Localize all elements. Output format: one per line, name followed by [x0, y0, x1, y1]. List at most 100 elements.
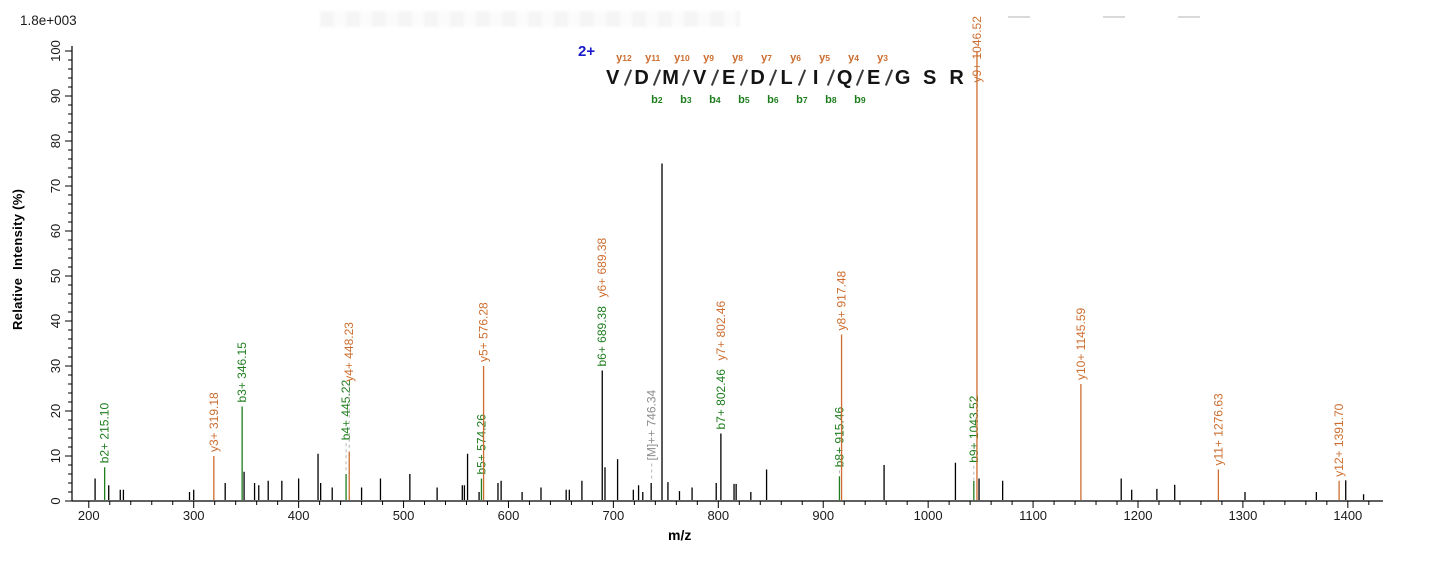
y-tick-label: 60	[48, 224, 63, 238]
x-tick-label: 1300	[1228, 508, 1257, 523]
precursor-charge-label: 2+	[578, 43, 596, 60]
cleavage-site: y9 b4	[703, 52, 720, 106]
y-tick-label: 0	[48, 497, 63, 504]
cleavage-site: y8 b5	[732, 52, 749, 106]
residue-G: G	[894, 67, 911, 89]
residue-V: V	[605, 67, 620, 89]
residue-I: I	[812, 67, 819, 89]
b-ion-label: b2	[651, 94, 663, 106]
b-ion-label: b3	[680, 94, 692, 106]
peak-label: y4+ 448.23	[342, 322, 356, 382]
residue-V: V	[692, 67, 707, 89]
x-tick-label: 800	[707, 508, 729, 523]
cleavage-slash-icon	[652, 69, 661, 86]
x-tick-label: 900	[812, 508, 834, 523]
cleavage-site: y6 b7	[790, 52, 807, 106]
y-ion-label: y12	[616, 52, 632, 64]
cleavage-site: y12	[616, 52, 632, 90]
x-tick-label: 1200	[1124, 508, 1153, 523]
x-axis-title: m/z	[668, 527, 692, 543]
x-tick-label: 1000	[914, 508, 943, 523]
y-ion-label: y8	[732, 52, 743, 64]
peak-label: b7+ 802.46	[714, 369, 728, 430]
peak-label: y9+ 1046.52	[970, 16, 984, 83]
cleavage-site: y3	[877, 52, 893, 90]
y-tick-label: 70	[48, 179, 63, 193]
x-tick-label: 600	[498, 508, 520, 523]
peak-label: y8+ 917.48	[835, 270, 849, 330]
peak-label: b2+ 215.10	[98, 403, 112, 464]
b-ion-label: b8	[825, 94, 837, 106]
watermark-dash	[1103, 16, 1125, 18]
residue-D: D	[634, 67, 649, 89]
y-tick-label: 10	[48, 449, 63, 463]
peak-label: y3+ 319.18	[207, 392, 221, 452]
y-tick-label: 40	[48, 314, 63, 328]
peak-label-secondary: y6+ 689.38	[595, 237, 609, 297]
cleavage-slash-icon	[681, 69, 690, 86]
x-tick-label: 500	[393, 508, 415, 523]
y-tick-label: 100	[48, 40, 63, 62]
y-ion-label: y10	[674, 52, 690, 64]
y-tick-label: 20	[48, 404, 63, 418]
y-ion-label: y11	[645, 52, 661, 64]
cleavage-slash-icon	[855, 69, 864, 86]
cleavage-slash-icon	[826, 69, 835, 86]
residue-Q: Q	[836, 67, 853, 89]
peak-label: b6+ 689.38	[595, 306, 609, 367]
y-ion-label: y4	[848, 52, 859, 64]
cleavage-site: y7 b6	[761, 52, 778, 106]
watermark-dash	[1178, 16, 1200, 18]
watermark-dash	[1008, 16, 1030, 18]
peak-label: b4+ 445.22	[339, 380, 353, 441]
watermark-smudge	[320, 11, 740, 27]
b-ion-label: b9	[854, 94, 866, 106]
peak-label: y12+ 1391.70	[1332, 403, 1346, 476]
b-ion-label: b4	[709, 94, 721, 106]
x-tick-label: 200	[78, 508, 100, 523]
y-ion-label: y6	[790, 52, 801, 64]
cleavage-slash-icon	[739, 69, 748, 86]
b-ion-label: b7	[796, 94, 808, 106]
cleavage-site: y5 b8	[819, 52, 836, 106]
y-ion-label: y9	[703, 52, 714, 64]
peak-label-secondary: y7+ 802.46	[714, 300, 728, 360]
residue-D: D	[750, 67, 765, 89]
residue-M: M	[662, 67, 679, 89]
y-ion-label: y5	[819, 52, 830, 64]
x-tick-label: 1100	[1019, 508, 1047, 523]
residue-L: L	[780, 67, 793, 89]
peak-label: b8+ 915.46	[832, 407, 846, 468]
base-peak-intensity-label: 1.8e+003	[20, 13, 77, 28]
cleavage-slash-icon	[710, 69, 719, 86]
cleavage-slash-icon	[884, 69, 893, 86]
b-ion-label: b6	[767, 94, 779, 106]
peak-label: y5+ 576.28	[477, 302, 491, 362]
x-tick-label: 300	[183, 508, 205, 523]
y-tick-label: 30	[48, 359, 63, 373]
cleavage-slash-icon	[623, 69, 632, 86]
peak-label: y10+ 1145.59	[1074, 307, 1088, 380]
y-ion-label: y3	[877, 52, 888, 64]
cleavage-site: y10 b3	[674, 52, 691, 106]
residue-E: E	[721, 67, 736, 89]
y-tick-label: 50	[48, 269, 63, 283]
b-ion-label: b5	[738, 94, 750, 106]
x-tick-label: 1400	[1333, 508, 1362, 523]
cleavage-site: y4 b9	[848, 52, 865, 106]
y-tick-label: 80	[48, 134, 63, 148]
residue-E: E	[866, 67, 881, 89]
x-tick-label: 700	[603, 508, 625, 523]
residue-R: R	[949, 67, 964, 89]
x-tick-label: 400	[288, 508, 310, 523]
y-ion-label: y7	[761, 52, 772, 64]
cleavage-site: y11 b2	[645, 52, 662, 106]
cleavage-slash-icon	[768, 69, 777, 86]
cleavage-slash-icon	[797, 69, 806, 86]
y-tick-label: 90	[48, 89, 63, 103]
peak-label: b3+ 346.15	[235, 342, 249, 403]
peak-label: b9+ 1043.52	[967, 395, 981, 462]
